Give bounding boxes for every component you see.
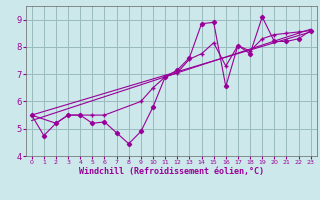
X-axis label: Windchill (Refroidissement éolien,°C): Windchill (Refroidissement éolien,°C) <box>79 167 264 176</box>
